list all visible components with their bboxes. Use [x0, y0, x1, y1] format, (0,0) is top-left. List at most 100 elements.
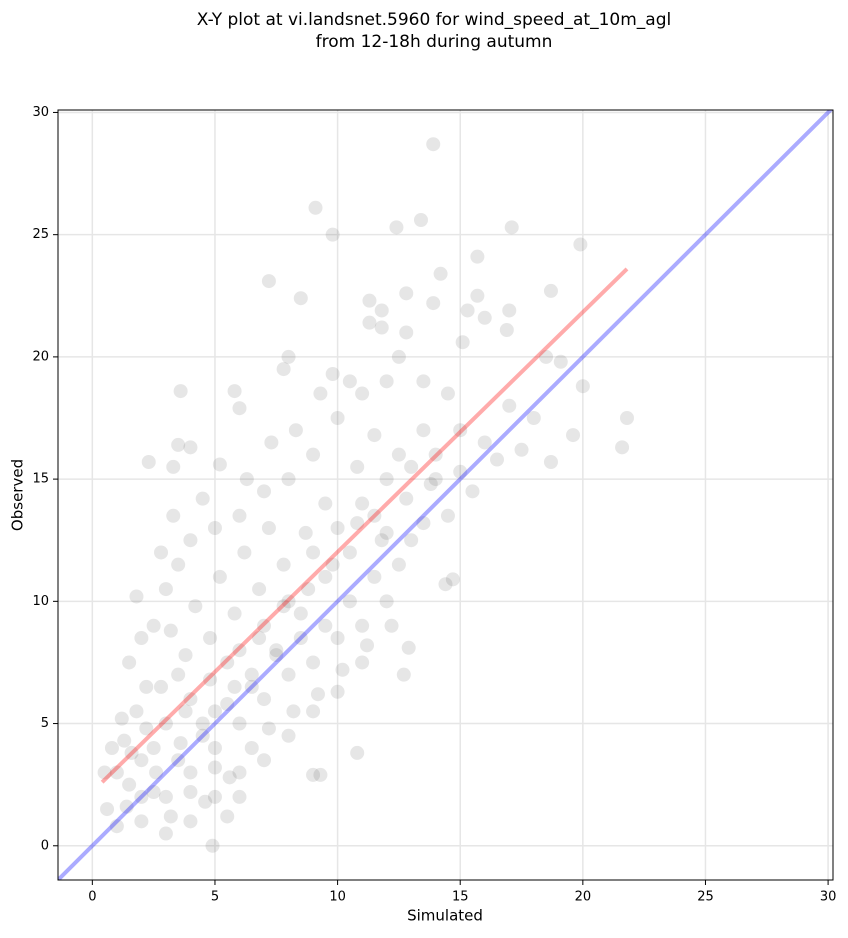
point — [212, 457, 227, 472]
point — [195, 491, 210, 506]
point — [453, 423, 468, 438]
point — [374, 303, 389, 318]
x-tick-label: 30 — [820, 890, 837, 905]
point — [212, 569, 227, 584]
point — [257, 484, 272, 499]
point — [465, 484, 480, 499]
point — [440, 386, 455, 401]
point — [342, 545, 357, 560]
point — [445, 572, 460, 587]
point — [244, 667, 259, 682]
point — [391, 349, 406, 364]
point — [154, 545, 169, 560]
point — [129, 704, 144, 719]
point — [232, 643, 247, 658]
point — [306, 545, 321, 560]
point — [286, 704, 301, 719]
y-tick-label: 15 — [32, 472, 49, 487]
point — [399, 325, 414, 340]
point — [195, 716, 210, 731]
point — [281, 594, 296, 609]
point — [149, 765, 164, 780]
point — [426, 137, 441, 152]
point — [416, 374, 431, 389]
point — [404, 533, 419, 548]
point — [195, 728, 210, 743]
point — [244, 679, 259, 694]
point — [379, 525, 394, 540]
x-tick-label: 0 — [88, 890, 96, 905]
point — [269, 648, 284, 663]
point — [281, 472, 296, 487]
point — [207, 521, 222, 535]
point — [227, 606, 242, 621]
point — [298, 525, 313, 540]
point — [166, 459, 181, 474]
point — [310, 687, 325, 702]
chart-title: X-Y plot at vi.landsnet.5960 for wind_sp… — [197, 10, 671, 30]
point — [301, 582, 316, 597]
point — [183, 692, 198, 707]
point — [178, 704, 193, 719]
x-tick-label: 20 — [575, 890, 592, 905]
point — [188, 599, 203, 614]
point — [573, 237, 588, 252]
point — [122, 655, 137, 670]
point — [615, 440, 630, 455]
point — [330, 521, 345, 535]
point — [416, 516, 431, 531]
point — [252, 631, 267, 645]
point — [124, 745, 139, 760]
point — [455, 335, 470, 350]
point — [264, 435, 279, 450]
point — [141, 455, 156, 469]
point — [163, 623, 178, 638]
point — [198, 794, 213, 809]
point — [350, 459, 365, 474]
point — [379, 594, 394, 609]
point — [460, 303, 475, 318]
point — [360, 638, 375, 653]
point — [139, 721, 154, 736]
point — [335, 662, 350, 677]
point — [158, 826, 173, 841]
point — [543, 455, 558, 469]
point — [276, 599, 291, 614]
point — [203, 631, 218, 645]
point — [220, 809, 235, 824]
x-tick-label: 15 — [452, 890, 469, 905]
point — [183, 814, 198, 829]
point — [104, 741, 119, 755]
point — [293, 631, 308, 645]
point — [355, 386, 370, 401]
point — [232, 716, 247, 731]
point — [313, 767, 328, 782]
point — [276, 557, 291, 572]
point — [374, 320, 389, 335]
point — [391, 557, 406, 572]
y-tick-label: 30 — [32, 105, 49, 120]
point — [325, 227, 340, 242]
point — [367, 508, 382, 523]
point — [318, 618, 333, 633]
point — [237, 545, 252, 560]
point — [477, 310, 492, 325]
point — [293, 606, 308, 621]
point — [232, 789, 247, 804]
point — [261, 521, 276, 535]
point — [154, 679, 169, 694]
point — [244, 741, 259, 755]
point — [183, 533, 198, 548]
point — [342, 594, 357, 609]
point — [355, 655, 370, 670]
point — [183, 765, 198, 780]
point — [575, 379, 590, 394]
point — [355, 618, 370, 633]
point — [207, 704, 222, 719]
point — [203, 672, 218, 687]
x-tick-label: 25 — [697, 890, 714, 905]
point — [440, 508, 455, 523]
point — [171, 667, 186, 682]
point — [220, 655, 235, 670]
point — [183, 785, 198, 799]
